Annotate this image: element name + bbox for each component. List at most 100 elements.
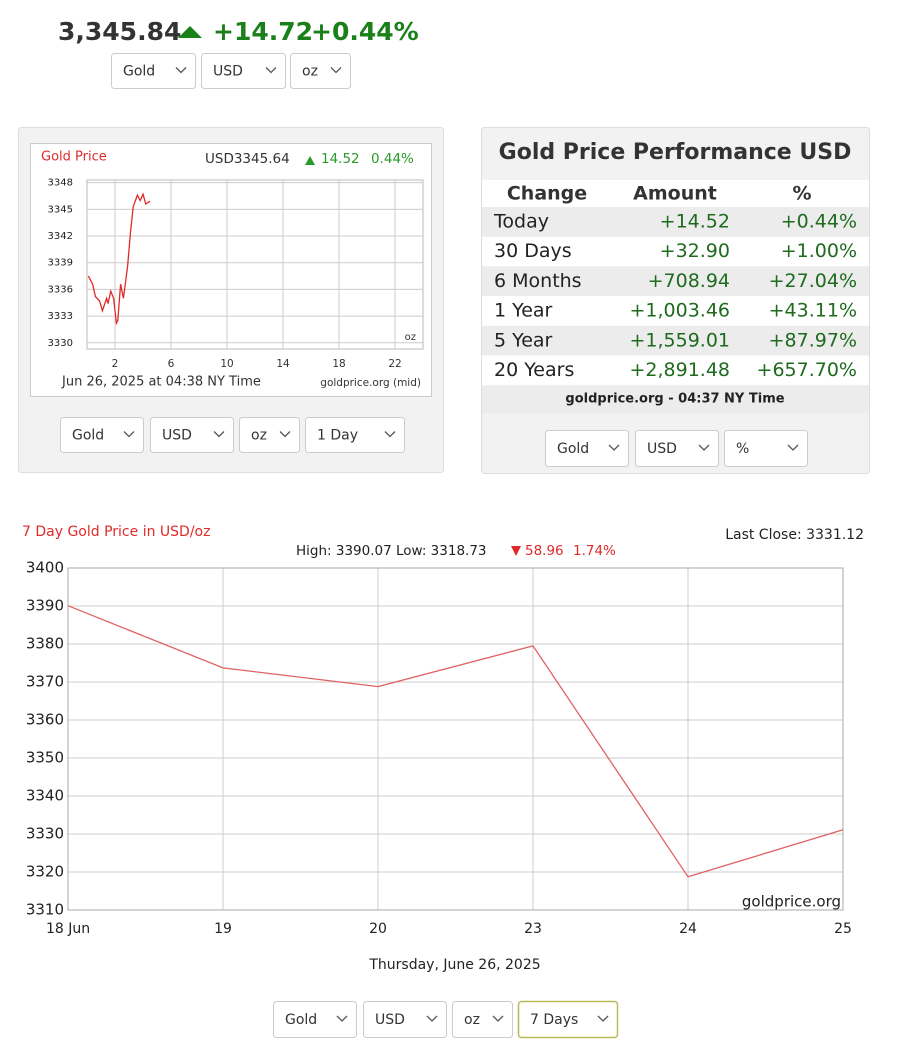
performance-title: Gold Price Performance USD <box>499 140 852 165</box>
dropdown-chevron <box>787 444 799 451</box>
dropdown-chevron <box>698 444 710 451</box>
y-tick-label: 3339 <box>48 258 73 269</box>
dropdown[interactable] <box>545 430 629 467</box>
dropdown-label[interactable]: Gold <box>557 441 589 457</box>
dropdown[interactable] <box>305 417 405 453</box>
dropdown-chevron <box>597 1015 609 1022</box>
row-label: 20 Years <box>494 359 574 381</box>
dropdown[interactable] <box>724 430 808 467</box>
row-label: 30 Days <box>494 240 572 262</box>
dropdown-label[interactable]: USD <box>375 1012 405 1028</box>
y-tick-label: 3320 <box>26 863 64 881</box>
dropdown[interactable] <box>60 417 144 453</box>
x-tick-label: 25 <box>834 921 852 937</box>
dropdown-label[interactable]: USD <box>647 441 677 457</box>
dropdown-label[interactable]: oz <box>251 428 267 444</box>
y-tick-label: 3370 <box>26 673 64 691</box>
down-arrow <box>511 546 521 556</box>
table-footer: goldprice.org - 04:37 NY Time <box>565 392 784 407</box>
table-row-bg <box>482 355 869 386</box>
dropdown[interactable] <box>239 417 300 453</box>
percent: +0.44% <box>311 17 419 46</box>
table-row-bg <box>482 236 869 267</box>
dropdown-chevron <box>608 444 620 451</box>
dropdown-label[interactable]: Gold <box>285 1012 317 1028</box>
dropdown-label[interactable]: Gold <box>123 64 155 80</box>
x-tick-label: 14 <box>276 358 290 370</box>
dropdown[interactable] <box>273 1001 357 1038</box>
chart-title: 7 Day Gold Price in USD/oz <box>22 524 210 540</box>
x-tick-label: 18 Jun <box>46 921 90 937</box>
up-arrow <box>178 26 202 38</box>
dropdown[interactable] <box>290 53 351 89</box>
dropdown-chevron <box>330 67 342 74</box>
row-label: 5 Year <box>494 329 553 351</box>
table-row-bg <box>482 296 869 326</box>
y-tick-label: 3360 <box>26 711 64 729</box>
range-change: 58.96 <box>525 543 564 559</box>
unit-label: oz <box>405 332 416 343</box>
dropdown-chevron <box>492 1015 504 1022</box>
dropdown-chevron <box>123 431 135 438</box>
x-tick-label: 6 <box>168 358 175 370</box>
percent: +657.70% <box>757 359 857 381</box>
dropdown[interactable] <box>363 1001 447 1038</box>
dropdown-label[interactable]: oz <box>302 64 318 80</box>
dropdown-label[interactable]: USD <box>162 428 192 444</box>
dropdown-chevron <box>336 1015 348 1022</box>
row-label: Today <box>493 211 549 233</box>
row-label: 6 Months <box>494 270 582 292</box>
x-tick-label: 20 <box>369 921 387 937</box>
x-tick-label: 10 <box>220 358 233 370</box>
price: 3,345.84 <box>58 17 181 46</box>
table-row-bg <box>482 266 869 297</box>
x-tick-label: 22 <box>388 358 401 370</box>
dropdown-label[interactable]: oz <box>464 1012 480 1028</box>
dropdown-chevron <box>175 67 187 74</box>
plot-border <box>86 179 424 350</box>
percent: +43.11% <box>769 300 857 322</box>
amount: +14.52 <box>660 211 730 233</box>
table-footer-bg <box>482 385 869 413</box>
dropdown-chevron <box>265 67 277 74</box>
dropdown[interactable] <box>452 1001 513 1038</box>
x-tick-label: 18 <box>332 358 345 370</box>
y-tick-label: 3342 <box>48 231 73 242</box>
y-tick-label: 3350 <box>26 749 64 767</box>
dropdown[interactable] <box>201 53 286 89</box>
dropdown-label[interactable]: Gold <box>72 428 104 444</box>
quote-percent: 0.44% <box>371 151 414 167</box>
watermark: goldprice.org <box>742 893 841 911</box>
x-tick-label: 23 <box>524 921 542 937</box>
price-line <box>87 192 151 326</box>
dropdown-label[interactable]: % <box>736 441 749 457</box>
y-tick-label: 3330 <box>48 338 73 349</box>
table-header-bg <box>482 180 869 207</box>
percent: +87.97% <box>769 329 857 351</box>
dropdown[interactable] <box>150 417 234 453</box>
x-axis-label: Thursday, June 26, 2025 <box>368 957 540 973</box>
dropdown-chevron <box>213 431 225 438</box>
last-close: Last Close: 3331.12 <box>725 527 864 543</box>
y-tick-label: 3400 <box>26 559 64 577</box>
percent: +1.00% <box>781 240 857 262</box>
dropdown-chevron <box>384 431 396 438</box>
dropdown-label[interactable]: 7 Days <box>530 1012 578 1028</box>
dropdown[interactable] <box>635 430 719 467</box>
amount: +708.94 <box>648 270 730 292</box>
percent: +27.04% <box>769 270 857 292</box>
dropdown[interactable] <box>111 53 196 89</box>
dropdown[interactable] <box>517 1000 619 1039</box>
column-header: Amount <box>633 183 717 205</box>
dropdown-chevron <box>426 1015 438 1022</box>
high-low: High: 3390.07 Low: 3318.73 <box>296 543 487 559</box>
row-label: 1 Year <box>494 300 553 322</box>
quote: USD3345.64 <box>205 151 290 167</box>
dropdown-label[interactable]: USD <box>213 64 243 80</box>
y-tick-label: 3390 <box>26 597 64 615</box>
chart-card <box>30 143 432 397</box>
dropdown-label[interactable]: 1 Day <box>317 428 358 444</box>
source: goldprice.org (mid) <box>320 377 421 389</box>
